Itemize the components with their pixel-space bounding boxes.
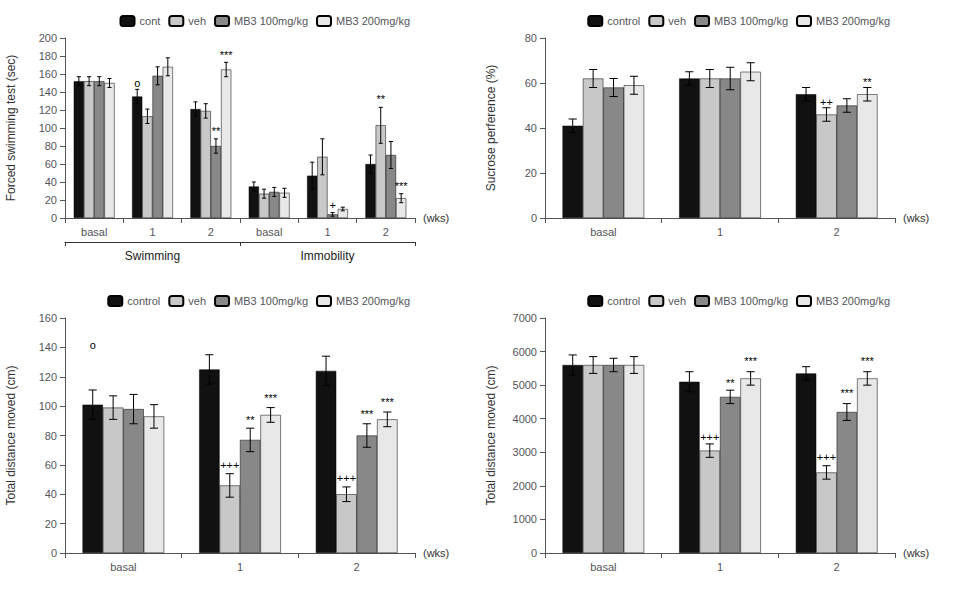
svg-text:basal: basal — [81, 226, 107, 238]
svg-text:veh: veh — [668, 15, 686, 27]
svg-text:20: 20 — [45, 194, 57, 206]
svg-text:**: ** — [376, 93, 385, 105]
svg-text:1: 1 — [717, 226, 723, 238]
svg-text:60: 60 — [45, 158, 57, 170]
svg-text:1: 1 — [237, 561, 243, 573]
svg-text:**: ** — [246, 414, 255, 426]
svg-text:**: ** — [212, 125, 221, 137]
svg-text:100: 100 — [39, 400, 57, 412]
svg-text:***: *** — [264, 392, 278, 404]
svg-text:Forced swimming test (sec): Forced swimming test (sec) — [4, 55, 18, 202]
svg-text:160: 160 — [39, 68, 57, 80]
svg-text:200: 200 — [39, 32, 57, 44]
svg-text:7000: 7000 — [513, 312, 537, 324]
svg-text:basal: basal — [110, 561, 136, 573]
svg-text:(wks): (wks) — [423, 212, 449, 224]
svg-text:0: 0 — [51, 212, 57, 224]
svg-text:140: 140 — [39, 86, 57, 98]
svg-text:40: 40 — [525, 122, 537, 134]
svg-text:5000: 5000 — [513, 379, 537, 391]
svg-text:basal: basal — [590, 561, 616, 573]
svg-text:Total distance moved (cm): Total distance moved (cm) — [4, 365, 18, 505]
svg-text:veh: veh — [188, 295, 206, 307]
svg-text:MB3 100mg/kg: MB3 100mg/kg — [714, 15, 788, 27]
svg-text:control: control — [127, 295, 160, 307]
svg-text:MB3 100mg/kg: MB3 100mg/kg — [234, 15, 308, 27]
svg-text:***: *** — [861, 355, 875, 367]
svg-text:MB3 200mg/kg: MB3 200mg/kg — [336, 15, 410, 27]
svg-text:1: 1 — [149, 226, 155, 238]
svg-text:100: 100 — [39, 122, 57, 134]
svg-text:0: 0 — [531, 212, 537, 224]
svg-text:2: 2 — [834, 226, 840, 238]
svg-text:180: 180 — [39, 50, 57, 62]
svg-text:6000: 6000 — [513, 346, 537, 358]
svg-text:80: 80 — [45, 140, 57, 152]
svg-text:MB3 200mg/kg: MB3 200mg/kg — [816, 295, 890, 307]
svg-text:o: o — [90, 339, 96, 351]
svg-text:basal: basal — [256, 226, 282, 238]
svg-text:2: 2 — [834, 561, 840, 573]
svg-text:***: *** — [220, 49, 234, 61]
svg-text:1000: 1000 — [513, 513, 537, 525]
svg-text:Total distance moved (cm): Total distance moved (cm) — [484, 365, 498, 505]
svg-text:Sucrose perference (%): Sucrose perference (%) — [484, 65, 498, 192]
svg-text:+++: +++ — [700, 431, 719, 443]
svg-text:basal: basal — [590, 226, 616, 238]
svg-text:MB3 100mg/kg: MB3 100mg/kg — [234, 295, 308, 307]
svg-text:20: 20 — [45, 518, 57, 530]
svg-text:2: 2 — [383, 226, 389, 238]
svg-text:***: *** — [381, 396, 395, 408]
svg-text:+++: +++ — [220, 459, 239, 471]
svg-text:control: control — [607, 15, 640, 27]
svg-text:(wks): (wks) — [903, 212, 929, 224]
svg-text:0: 0 — [51, 547, 57, 559]
svg-text:MB3 200mg/kg: MB3 200mg/kg — [816, 15, 890, 27]
svg-text:**: ** — [726, 377, 735, 389]
svg-text:control: control — [607, 295, 640, 307]
svg-text:160: 160 — [39, 312, 57, 324]
svg-text:40: 40 — [45, 488, 57, 500]
svg-text:140: 140 — [39, 341, 57, 353]
svg-text:80: 80 — [45, 430, 57, 442]
svg-text:40: 40 — [45, 176, 57, 188]
svg-text:60: 60 — [525, 77, 537, 89]
svg-text:o: o — [134, 77, 140, 89]
svg-text:***: *** — [840, 387, 854, 399]
svg-text:120: 120 — [39, 371, 57, 383]
svg-text:+++: +++ — [337, 472, 356, 484]
svg-text:+++: +++ — [817, 451, 836, 463]
svg-text:4000: 4000 — [513, 413, 537, 425]
svg-text:60: 60 — [45, 459, 57, 471]
svg-text:3000: 3000 — [513, 446, 537, 458]
svg-text:(wks): (wks) — [903, 547, 929, 559]
svg-text:Swimming: Swimming — [125, 249, 180, 263]
svg-text:0: 0 — [531, 547, 537, 559]
svg-text:veh: veh — [188, 15, 206, 27]
svg-text:80: 80 — [525, 32, 537, 44]
svg-text:20: 20 — [525, 167, 537, 179]
svg-text:cont: cont — [140, 15, 161, 27]
svg-text:1: 1 — [717, 561, 723, 573]
svg-text:**: ** — [863, 76, 872, 88]
svg-text:(wks): (wks) — [423, 547, 449, 559]
svg-text:++: ++ — [820, 96, 833, 108]
svg-text:2: 2 — [354, 561, 360, 573]
svg-text:***: *** — [395, 180, 409, 192]
svg-text:veh: veh — [668, 295, 686, 307]
svg-text:MB3 100mg/kg: MB3 100mg/kg — [714, 295, 788, 307]
svg-text:***: *** — [744, 355, 758, 367]
svg-text:120: 120 — [39, 104, 57, 116]
svg-text:2000: 2000 — [513, 480, 537, 492]
svg-text:Immobility: Immobility — [300, 249, 354, 263]
svg-text:***: *** — [360, 408, 374, 420]
svg-text:MB3 200mg/kg: MB3 200mg/kg — [336, 295, 410, 307]
svg-text:2: 2 — [208, 226, 214, 238]
svg-text:+: + — [329, 199, 335, 211]
svg-text:1: 1 — [324, 226, 330, 238]
